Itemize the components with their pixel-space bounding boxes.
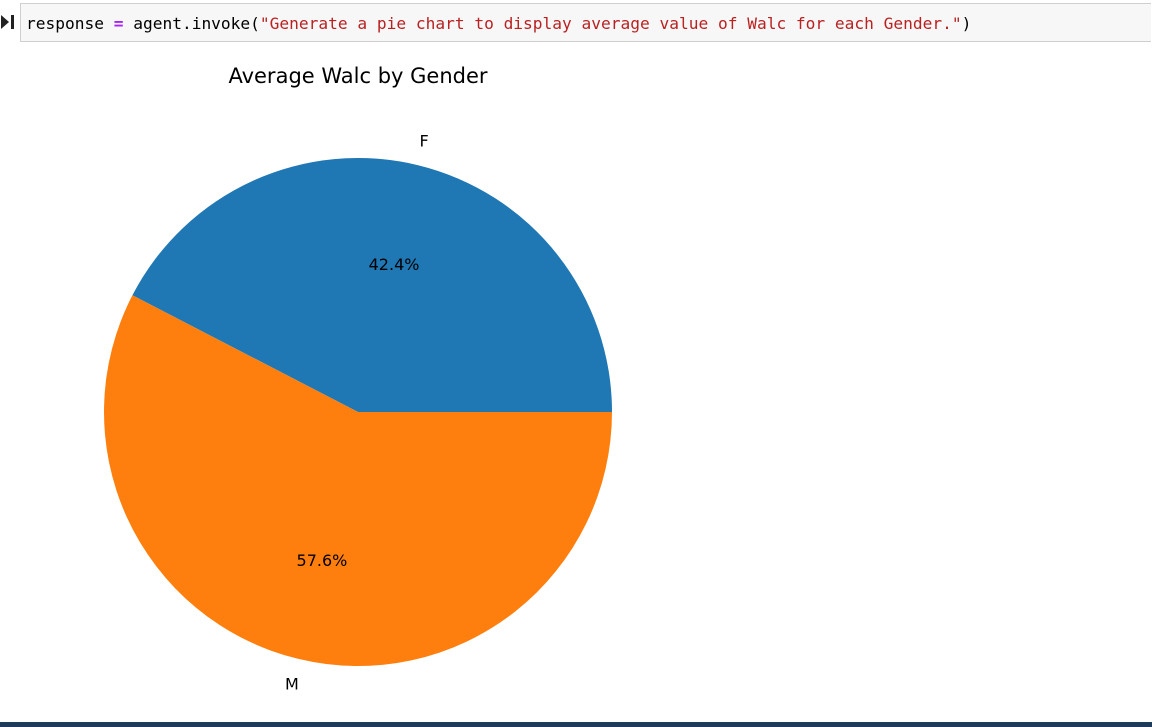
code-variable: response [26, 14, 104, 33]
pie-label-m: M [285, 674, 299, 693]
pie-slice-f [132, 158, 613, 412]
code-string: "Generate a pie chart to display average… [259, 14, 962, 33]
pie-percent-f: 42.4% [369, 255, 420, 274]
chart-title: Average Walc by Gender [228, 64, 487, 88]
pie-slice-m [104, 295, 612, 667]
code-close: ) [961, 14, 972, 33]
pie-percent-m: 57.6% [297, 551, 348, 570]
pie-chart: Average Walc by Gender F 42.4% M 57.6% [104, 64, 613, 693]
run-cell-icon[interactable] [0, 12, 18, 32]
code-operator: = [113, 14, 124, 33]
code-input[interactable]: response = agent.invoke("Generate a pie … [20, 3, 1151, 42]
pie-label-f: F [419, 132, 428, 151]
cell-output: Average Walc by Gender F 42.4% M 57.6% [0, 42, 1152, 722]
code-call: agent.invoke( [133, 14, 260, 33]
bottom-border [0, 722, 1152, 727]
